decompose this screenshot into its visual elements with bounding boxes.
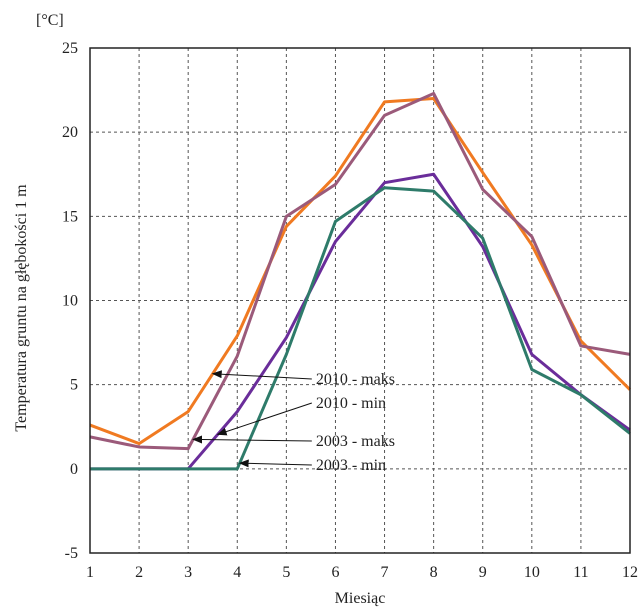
series-line [90,186,631,471]
x-tick-label: 4 [233,564,241,581]
y-tick-labels: -5 0 5 10 15 20 25 [62,40,78,562]
x-tick-label: 7 [381,564,389,581]
series-line [90,172,631,471]
y-tick-label: 15 [62,208,78,225]
y-tick-label: 5 [70,377,78,394]
annotation-arrow [238,459,312,468]
x-tick-label: 8 [430,564,438,581]
x-tick-label: 12 [622,564,638,581]
y-tick-label: 10 [62,293,78,310]
x-tick-label: 5 [282,564,290,581]
plot-frame [89,47,631,554]
annotation-label: 2010 - min [316,395,386,412]
y-tick-label: 20 [62,124,78,141]
y-axis-unit: [°C] [36,12,64,29]
annotation-arrow [192,435,312,444]
y-tick-label: -5 [65,545,78,562]
series-lines [89,91,632,471]
x-tick-label: 10 [524,564,540,581]
annotation-label: 2003 - maks [316,433,395,450]
annotation-arrow [211,370,312,380]
y-tick-label: 0 [70,461,78,478]
annotation-label: 2003 - min [316,457,386,474]
annotation-label: 2010 - maks [316,371,395,388]
x-tick-label: 9 [479,564,487,581]
y-axis-label: Temperatura gruntu na głębokości 1 m [13,184,30,432]
x-tick-label: 11 [573,564,588,581]
x-tick-label: 1 [86,564,94,581]
x-tick-label: 3 [184,564,192,581]
series-line [89,91,631,451]
series-line [89,97,632,446]
x-tick-label: 2 [135,564,143,581]
grid [90,48,630,553]
x-axis-label: Miesiąc [335,590,386,607]
y-tick-label: 25 [62,40,78,57]
annotations: 2010 - maks 2010 - min 2003 - maks 2003 - m… [192,370,395,474]
x-tick-label: 6 [331,564,339,581]
x-tick-labels: 1 2 3 4 5 6 7 8 9 10 11 12 [86,564,638,581]
annotation-arrow [216,402,312,436]
